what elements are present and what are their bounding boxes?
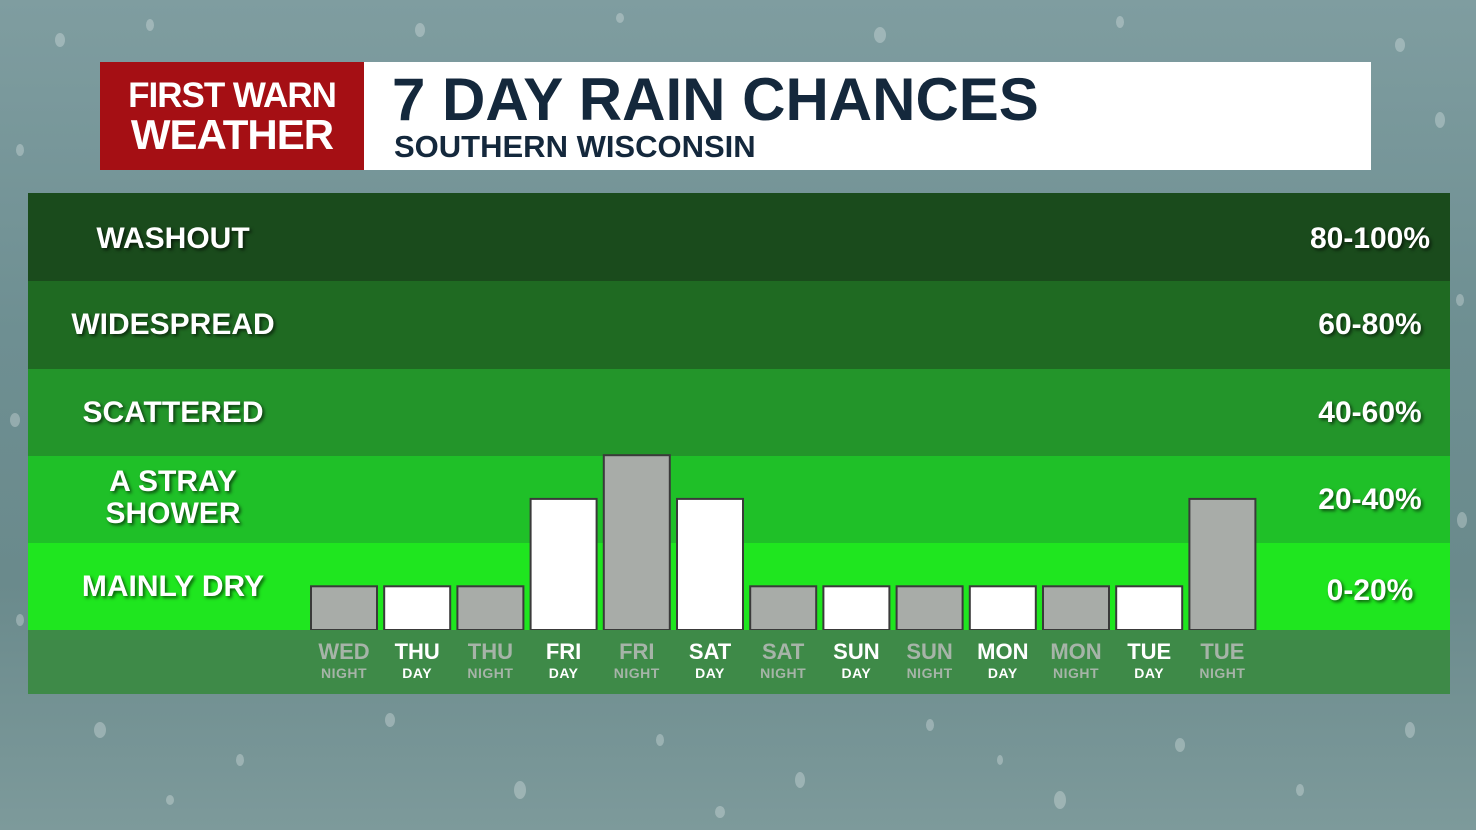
bar-thu-day bbox=[383, 585, 452, 630]
x-tick-fri-day: FRI DAY bbox=[527, 630, 600, 682]
x-tick-period-label: NIGHT bbox=[320, 665, 368, 681]
x-tick-day-label: THU bbox=[467, 639, 513, 664]
logo-line1: FIRST WARN bbox=[128, 76, 337, 115]
band-label-scattered: SCATTERED bbox=[82, 396, 264, 429]
x-tick-period-label: NIGHT bbox=[1052, 665, 1100, 681]
x-tick-day-label: FRI bbox=[545, 639, 582, 664]
band-scattered: SCATTERED 40-60% bbox=[28, 369, 1450, 456]
first-warn-weather-logo: FIRST WARN WEATHER bbox=[100, 62, 364, 170]
x-tick-day-label: MON bbox=[1050, 639, 1102, 664]
x-tick-period-label: NIGHT bbox=[467, 665, 514, 681]
logo-line2: WEATHER bbox=[130, 111, 334, 158]
band-widespread: WIDESPREAD 60-80% bbox=[28, 281, 1450, 369]
x-tick-sun-day: SUN DAY bbox=[820, 630, 893, 682]
x-tick-thu-night: THU NIGHT bbox=[454, 630, 527, 682]
band-range-stray-shower: 20-40% bbox=[1318, 483, 1422, 516]
x-tick-period-label: DAY bbox=[987, 665, 1018, 681]
bar-mon-night bbox=[1042, 585, 1110, 630]
band-label-mainly-dry: MAINLY DRY bbox=[81, 570, 265, 603]
x-tick-period-label: DAY bbox=[841, 665, 872, 681]
band-range-washout: 80-100% bbox=[1309, 222, 1431, 255]
page-subtitle: SOUTHERN WISCONSIN bbox=[394, 129, 756, 164]
x-tick-period-label: DAY bbox=[402, 665, 433, 681]
bar-thu-night bbox=[456, 585, 525, 630]
x-tick-mon-night: MON NIGHT bbox=[1040, 630, 1113, 682]
x-tick-wed-night: WED NIGHT bbox=[308, 630, 381, 682]
x-tick-mon-day: MON DAY bbox=[966, 630, 1039, 682]
x-tick-day-label: SUN bbox=[906, 639, 953, 664]
x-tick-period-label: NIGHT bbox=[906, 665, 953, 681]
bar-fri-night bbox=[602, 454, 671, 630]
bar-wed-night bbox=[310, 585, 378, 630]
x-tick-fri-night: FRI NIGHT bbox=[600, 630, 673, 682]
bar-sat-day bbox=[676, 497, 744, 630]
page-title: 7 DAY RAIN CHANCES bbox=[392, 66, 1039, 133]
rain-chance-chart: WASHOUT 80-100% WIDESPREAD 60-80% SCATTE… bbox=[28, 193, 1450, 694]
x-tick-period-label: DAY bbox=[548, 665, 579, 681]
x-tick-day-label: TUE bbox=[1127, 639, 1172, 664]
band-range-mainly-dry: 0-20% bbox=[1326, 574, 1414, 607]
band-range-widespread: 60-80% bbox=[1318, 308, 1422, 341]
bar-sat-night bbox=[749, 585, 818, 630]
x-axis: WED NIGHT THU DAY THU NIGHT FRI DAY FRI NIGHT SAT D… bbox=[28, 630, 1450, 694]
x-tick-day-label: SUN bbox=[833, 639, 880, 664]
x-tick-period-label: NIGHT bbox=[613, 665, 660, 681]
band-label-stray-shower: A STRAY SHOWER bbox=[105, 465, 241, 530]
x-tick-day-label: MON bbox=[977, 639, 1029, 664]
band-range-scattered: 40-60% bbox=[1318, 396, 1422, 429]
x-tick-day-label: SAT bbox=[688, 639, 732, 664]
bar-tue-day bbox=[1115, 585, 1184, 630]
x-tick-tue-day: TUE DAY bbox=[1113, 630, 1186, 682]
x-tick-period-label: NIGHT bbox=[1199, 665, 1246, 681]
x-tick-period-label: DAY bbox=[695, 665, 725, 681]
x-tick-day-label: TUE bbox=[1200, 639, 1245, 664]
x-tick-day-label: SAT bbox=[762, 639, 805, 664]
x-tick-tue-night: TUE NIGHT bbox=[1186, 630, 1259, 682]
x-tick-day-label: WED bbox=[318, 639, 370, 664]
x-tick-day-label: FRI bbox=[619, 639, 655, 664]
x-tick-sat-night: SAT NIGHT bbox=[747, 630, 820, 682]
x-tick-period-label: NIGHT bbox=[760, 665, 807, 681]
bar-sun-day bbox=[822, 585, 891, 630]
band-label-widespread: WIDESPREAD bbox=[71, 308, 275, 341]
x-tick-sun-night: SUN NIGHT bbox=[893, 630, 966, 682]
bar-layer bbox=[310, 454, 1257, 630]
x-tick-thu-day: THU DAY bbox=[381, 630, 454, 682]
x-tick-sat-day: SAT DAY bbox=[674, 630, 747, 682]
bar-fri-day bbox=[529, 497, 598, 630]
bar-sun-night bbox=[895, 585, 964, 630]
x-tick-day-label: THU bbox=[394, 639, 440, 664]
x-tick-period-label: DAY bbox=[1134, 665, 1165, 681]
band-label-washout: WASHOUT bbox=[96, 222, 250, 255]
bar-mon-day bbox=[968, 585, 1037, 630]
band-washout: WASHOUT 80-100% bbox=[28, 193, 1450, 281]
bar-tue-night bbox=[1188, 497, 1257, 630]
